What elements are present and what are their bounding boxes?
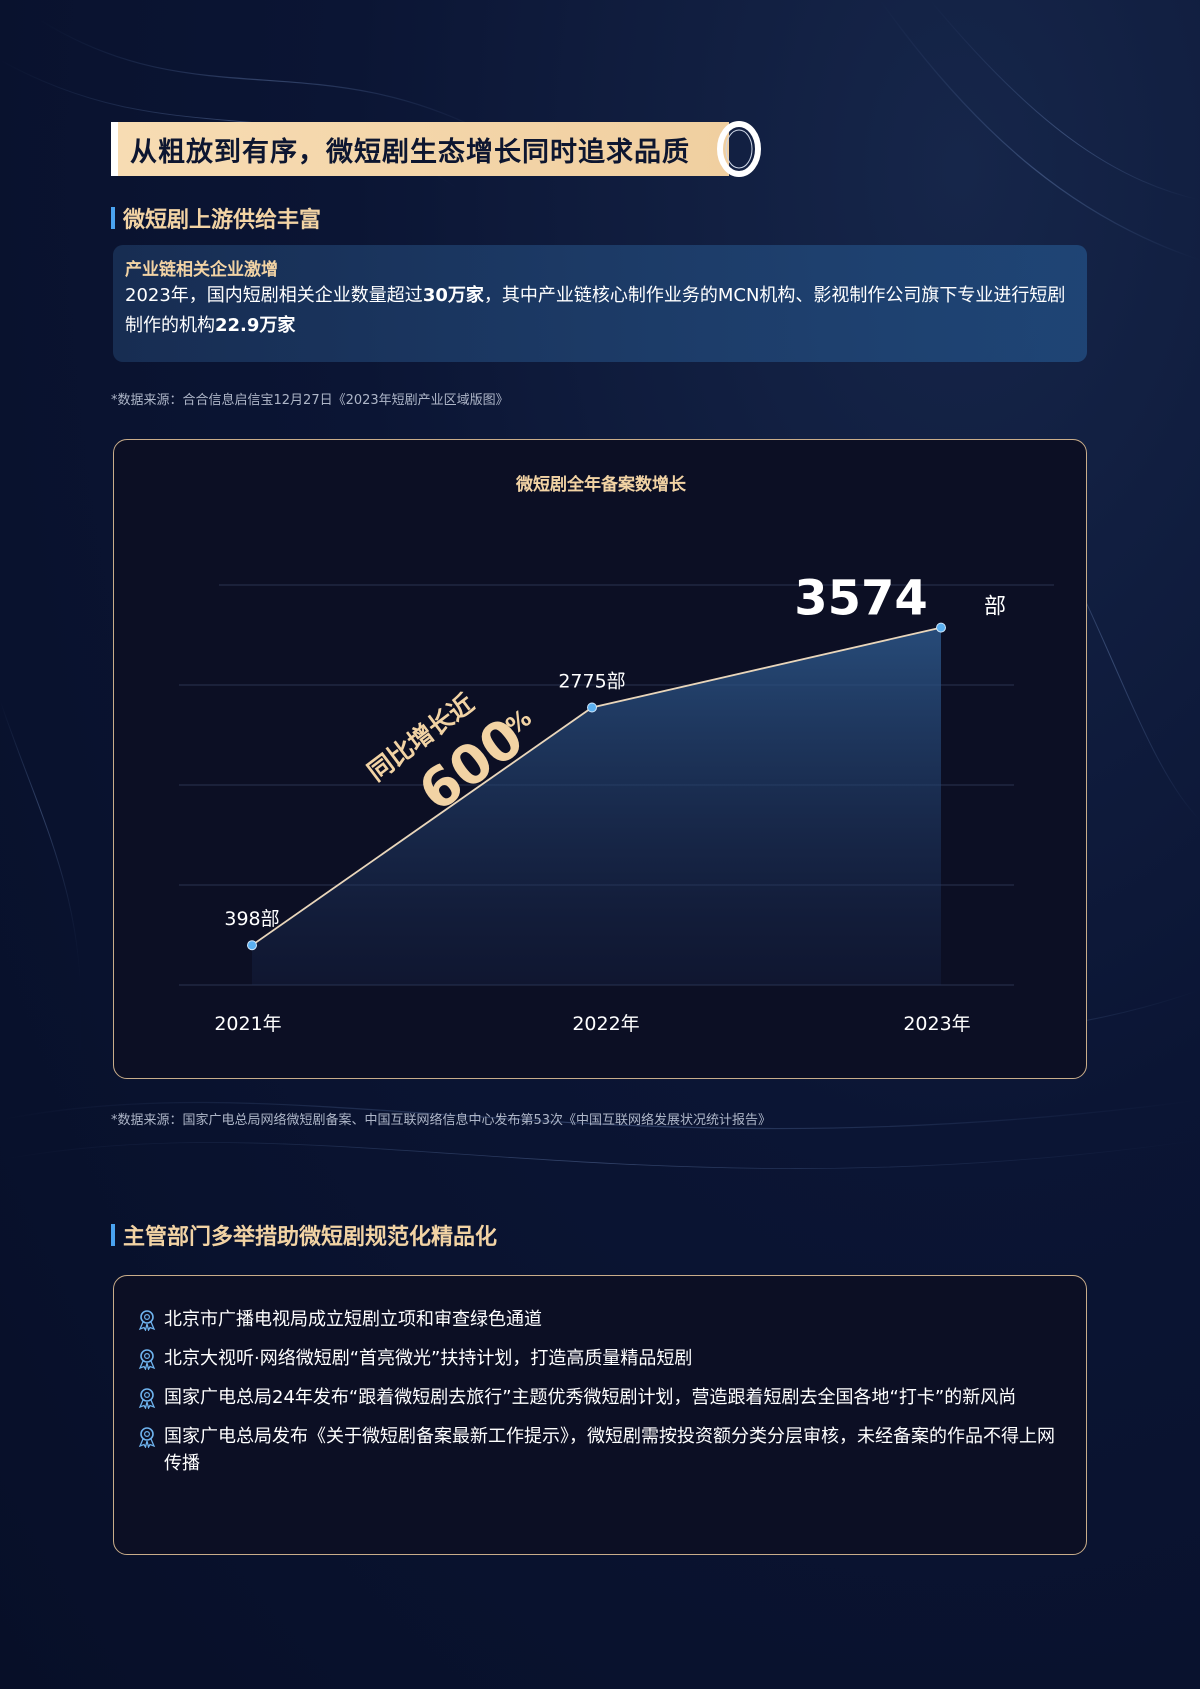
award-ribbon-icon bbox=[138, 1388, 156, 1409]
award-ribbon-icon bbox=[138, 1349, 156, 1370]
section-heading-supply: 微短剧上游供给丰富 bbox=[111, 202, 321, 234]
policy-list-card: 北京市广播电视局成立短剧立项和审查绿色通道 北京大视听·网络微短剧“首亮微光”扶… bbox=[113, 1275, 1087, 1555]
data-labels: 398部 2775部 3574 部 bbox=[224, 571, 1006, 931]
filing-growth-chart: 微短剧全年备案数增长 398部 2775部 3574 部 2021年 2022年 2023… bbox=[179, 474, 1054, 1035]
page-title: 从粗放到有序，微短剧生态增长同时追求品质 bbox=[130, 136, 690, 168]
info-box-text: 2023年，国内短剧相关企业数量超过30万家，其中产业链核心制作业务的MCN机构… bbox=[125, 285, 1066, 336]
x-tick-label: 2023年 bbox=[903, 1013, 970, 1035]
filing-growth-chart-card: 微短剧全年备案数增长 398部 2775部 3574 部 2021年 2022年 2023… bbox=[113, 439, 1087, 1079]
award-ribbon-icon bbox=[138, 1310, 156, 1331]
policy-item: 北京大视听·网络微短剧“首亮微光”扶持计划，打造高质量精品短剧 bbox=[138, 1345, 1062, 1372]
source-note-chart: *数据来源：国家广电总局网络微短剧备案、中国互联网络信息中心发布第53次《中国互… bbox=[111, 1113, 772, 1128]
award-ribbon-icon bbox=[138, 1427, 156, 1448]
data-label: 2775部 bbox=[558, 671, 625, 693]
policy-item: 北京市广播电视局成立短剧立项和审查绿色通道 bbox=[138, 1306, 1062, 1333]
data-label: 398部 bbox=[224, 908, 279, 930]
x-tick-label: 2021年 bbox=[214, 1013, 281, 1035]
policy-item: 国家广电总局发布《关于微短剧备案最新工作提示》，微短剧需按投资额分类分层审核，未… bbox=[138, 1423, 1062, 1477]
policy-item: 国家广电总局24年发布“跟着微短剧去旅行”主题优秀微短剧计划，营造跟着短剧去全国… bbox=[138, 1384, 1062, 1411]
x-axis-ticks: 2021年 2022年 2023年 bbox=[214, 1013, 970, 1035]
section-marker bbox=[111, 207, 115, 229]
data-label-unit: 部 bbox=[984, 595, 1006, 620]
data-points bbox=[247, 622, 946, 951]
ring-decoration-icon bbox=[717, 121, 761, 177]
info-box-subtitle: 产业链相关企业激增 bbox=[125, 260, 278, 280]
area-fill bbox=[252, 627, 941, 985]
section-marker bbox=[111, 1224, 115, 1246]
source-note-enterprise: *数据来源：合合信息启信宝12月27日《2023年短剧产业区域版图》 bbox=[111, 393, 509, 408]
page-title-banner: 从粗放到有序，微短剧生态增长同时追求品质 bbox=[111, 122, 729, 176]
chart-title: 微短剧全年备案数增长 bbox=[515, 474, 687, 495]
enterprise-info-box: 产业链相关企业激增 2023年，国内短剧相关企业数量超过30万家，其中产业链核心… bbox=[113, 245, 1087, 362]
data-point bbox=[247, 940, 257, 951]
section-heading-policy: 主管部门多举措助微短剧规范化精品化 bbox=[111, 1219, 497, 1251]
policy-list: 北京市广播电视局成立短剧立项和审查绿色通道 北京大视听·网络微短剧“首亮微光”扶… bbox=[138, 1306, 1062, 1477]
data-label: 3574 bbox=[794, 571, 928, 627]
data-point bbox=[587, 702, 597, 713]
x-tick-label: 2022年 bbox=[572, 1013, 639, 1035]
data-point bbox=[936, 622, 946, 633]
